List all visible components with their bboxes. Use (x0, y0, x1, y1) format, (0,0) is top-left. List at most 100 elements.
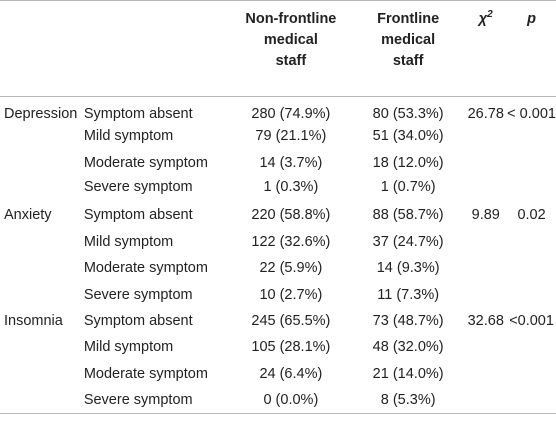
nonfrontline-cell: 122 (32.6%) (251, 233, 331, 250)
frontline-cell: 18 (12.0%) (372, 154, 444, 171)
nonfrontline-cell: 22 (5.9%) (259, 260, 323, 277)
nonfrontline-cell: 14 (3.7%) (259, 154, 323, 171)
category-empty (0, 123, 84, 149)
table-row: Severe symptom 1 (0.3%) 1 (0.7%) (0, 176, 556, 202)
category-empty (0, 386, 84, 414)
table-row: Severe symptom 10 (2.7%) 11 (7.3%) (0, 281, 556, 307)
level-cell: Symptom absent (83, 207, 193, 224)
chi-square-empty (464, 386, 508, 414)
table-row: Mild symptom 122 (32.6%) 37 (24.7%) (0, 229, 556, 255)
chi-square-cell: 26.78 (467, 106, 504, 122)
p-value-empty (507, 123, 556, 149)
table-body: Depression Symptom absent 280 (74.9%) 80… (0, 97, 556, 414)
p-value-empty (507, 334, 556, 360)
header-frontline-line-3: staff (392, 53, 424, 69)
p-value-empty (507, 255, 556, 281)
p-value-empty (507, 149, 556, 175)
header-chi-symbol: χ (478, 11, 488, 27)
p-value-empty (507, 386, 556, 414)
category-label: Insomnia (4, 312, 63, 329)
table-row: Insomnia Symptom absent 245 (65.5%) 73 (… (0, 308, 556, 334)
header-nonfrontline: Non-frontline medical staff (229, 0, 352, 97)
header-chi-superscript: 2 (487, 9, 493, 21)
p-value-cell: 0.02 (517, 207, 546, 224)
table-row: Mild symptom 79 (21.1%) 51 (34.0%) (0, 123, 556, 149)
table-row: Moderate symptom 24 (6.4%) 21 (14.0%) (0, 361, 556, 387)
frontline-cell: 80 (53.3%) (372, 106, 444, 122)
nonfrontline-cell: 0 (0.0%) (229, 386, 352, 414)
nonfrontline-cell: 24 (6.4%) (259, 365, 323, 382)
category-empty (0, 281, 84, 307)
nonfrontline-cell: 79 (21.1%) (255, 128, 327, 145)
header-empty-level (83, 0, 230, 97)
nonfrontline-cell: 280 (74.9%) (251, 106, 331, 122)
p-value-empty (507, 229, 556, 255)
nonfrontline-cell: 1 (0.3%) (263, 178, 319, 195)
category-empty (0, 255, 84, 281)
frontline-cell: 14 (9.3%) (376, 260, 440, 277)
frontline-cell: 21 (14.0%) (372, 365, 444, 382)
category-empty (0, 334, 84, 360)
table-row: Mild symptom 105 (28.1%) 48 (32.0%) (0, 334, 556, 360)
header-nonfrontline-line-3: staff (275, 53, 307, 69)
table-row: Depression Symptom absent 280 (74.9%) 80… (0, 97, 556, 124)
chi-square-empty (464, 361, 507, 387)
frontline-cell: 51 (34.0%) (372, 128, 444, 145)
frontline-cell: 48 (32.0%) (372, 339, 444, 356)
results-table: Non-frontline medical staff Frontline me… (0, 0, 556, 414)
frontline-cell: 11 (7.3%) (377, 286, 440, 303)
p-value-cell: < 0.001 (507, 106, 556, 122)
chi-square-cell: 32.68 (467, 312, 504, 329)
frontline-cell: 73 (48.7%) (372, 312, 444, 329)
level-cell: Severe symptom (83, 286, 193, 303)
chi-square-cell: 9.89 (471, 207, 500, 224)
frontline-cell: 8 (5.3%) (351, 386, 465, 414)
level-cell: Moderate symptom (83, 365, 208, 382)
header-frontline-line-2: medical (381, 32, 436, 48)
chi-square-empty (464, 176, 507, 202)
table-row: Moderate symptom 14 (3.7%) 18 (12.0%) (0, 149, 556, 175)
p-value-cell: <0.001 (509, 312, 554, 329)
frontline-cell: 1 (0.7%) (380, 178, 436, 195)
nonfrontline-cell: 105 (28.1%) (251, 339, 331, 356)
level-cell: Severe symptom (83, 178, 193, 195)
chi-square-empty (464, 334, 507, 360)
header-row: Non-frontline medical staff Frontline me… (0, 0, 556, 97)
chi-square-empty (464, 281, 507, 307)
level-cell: Moderate symptom (83, 260, 208, 277)
level-cell: Mild symptom (83, 339, 174, 356)
p-value-empty (507, 361, 556, 387)
table-row: Moderate symptom 22 (5.9%) 14 (9.3%) (0, 255, 556, 281)
frontline-cell: 88 (58.7%) (372, 207, 444, 224)
header-nonfrontline-line-2: medical (263, 32, 318, 48)
category-label: Anxiety (4, 207, 52, 224)
category-empty (0, 149, 84, 175)
nonfrontline-cell: 10 (2.7%) (259, 286, 323, 303)
chi-square-empty (464, 123, 507, 149)
category-empty (0, 229, 84, 255)
header-frontline-line-1: Frontline (377, 11, 440, 27)
header-chi-square: χ2 (464, 0, 508, 97)
header-frontline: Frontline medical staff (351, 0, 465, 97)
chi-square-empty (464, 255, 507, 281)
p-value-empty (507, 281, 556, 307)
level-cell: Symptom absent (83, 106, 193, 122)
level-cell: Moderate symptom (83, 154, 208, 171)
level-cell: Mild symptom (83, 233, 174, 250)
p-value-empty (507, 176, 556, 202)
nonfrontline-cell: 220 (58.8%) (251, 207, 331, 224)
nonfrontline-cell: 245 (65.5%) (251, 312, 331, 329)
level-cell: Severe symptom (83, 386, 230, 414)
header-p-value: p (507, 0, 556, 97)
chi-square-empty (464, 229, 507, 255)
table-row: Anxiety Symptom absent 220 (58.8%) 88 (5… (0, 202, 556, 228)
header-nonfrontline-line-1: Non-frontline (245, 11, 337, 27)
level-cell: Mild symptom (83, 128, 174, 145)
table-row: Severe symptom 0 (0.0%) 8 (5.3%) (0, 386, 556, 414)
category-empty (0, 361, 84, 387)
table-header: Non-frontline medical staff Frontline me… (0, 0, 556, 97)
chi-square-empty (464, 149, 507, 175)
level-cell: Symptom absent (83, 312, 193, 329)
header-empty-category (0, 0, 84, 97)
